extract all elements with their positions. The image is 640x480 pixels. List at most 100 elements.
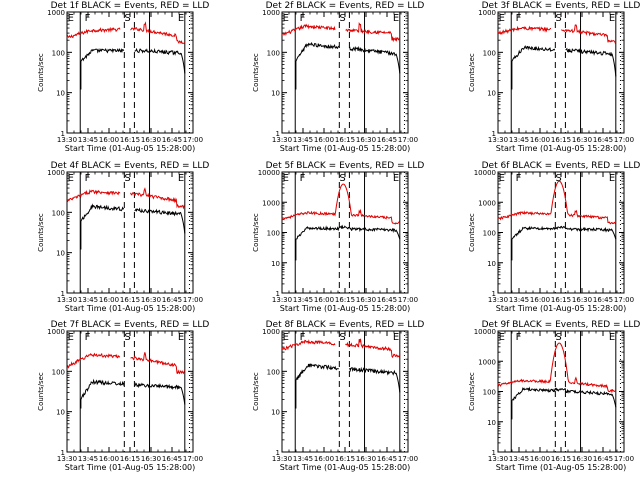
x-tick-label: 13:45: [509, 455, 529, 463]
y-axis-label: Counts/sec: [37, 213, 45, 252]
detector-panel-8: Det 8f BLACK = Events, RED = LLD 1 10 100 10…: [252, 320, 424, 472]
y-tick-label: 10: [271, 409, 280, 417]
time-marker-label: E: [68, 13, 74, 24]
time-marker-label: E: [393, 332, 399, 343]
time-marker-label: S: [555, 173, 561, 184]
x-tick-label: 16:45: [162, 296, 182, 304]
x-tick-label: 16:15: [335, 136, 355, 144]
y-tick-label: 100: [483, 389, 496, 397]
x-tick-label: 16:45: [377, 455, 397, 463]
lld-series-line: [66, 187, 186, 210]
time-marker-label: E: [68, 332, 74, 343]
y-axis-label: Counts/sec: [252, 372, 260, 411]
x-tick-label: 16:00: [530, 296, 550, 304]
panel-title: Det 1f BLACK = Events, RED = LLD: [51, 1, 210, 11]
y-tick-label: 100: [52, 368, 65, 376]
y-tick-label: 1000: [478, 9, 496, 17]
y-tick-label: 100: [52, 209, 65, 217]
y-tick-label: 1: [492, 290, 496, 298]
time-marker-label: E: [393, 173, 399, 184]
time-marker-label: F: [516, 173, 522, 184]
x-tick-label: 16:15: [120, 296, 140, 304]
plot-frame: [281, 171, 409, 294]
x-tick-label: 13:45: [78, 296, 98, 304]
events-series-line: [295, 224, 401, 261]
time-marker-label: E: [499, 13, 505, 24]
y-tick-label: 1: [61, 290, 65, 298]
x-tick-label: 16:15: [335, 455, 355, 463]
detector-panel-4: Det 4f BLACK = Events, RED = LLD 1 10 100 10…: [37, 161, 209, 313]
detector-panel-1: Det 1f BLACK = Events, RED = LLD 1 10 100 10…: [37, 1, 209, 153]
y-axis-label: Counts/sec: [252, 213, 260, 252]
panel-title: Det 7f BLACK = Events, RED = LLD: [51, 320, 210, 330]
x-tick-label: 13:45: [293, 455, 313, 463]
plot-frame: [66, 11, 194, 134]
x-tick-label: 17:00: [183, 296, 203, 304]
x-tick-label: 16:00: [314, 455, 334, 463]
lld-series-line: [497, 24, 617, 44]
y-tick-label: 100: [267, 230, 280, 238]
time-marker-label: S: [124, 332, 130, 343]
x-tick-label: 17:00: [614, 455, 634, 463]
x-tick-label: 13:30: [57, 296, 77, 304]
y-tick-label: 1: [492, 449, 496, 457]
x-tick-label: 13:45: [509, 296, 529, 304]
x-tick-label: 16:00: [99, 455, 119, 463]
y-tick-label: 1000: [47, 328, 65, 336]
x-tick-label: 16:00: [314, 296, 334, 304]
time-marker-label: S: [555, 13, 561, 24]
events-series-line: [295, 41, 401, 90]
x-tick-label: 13:30: [272, 136, 292, 144]
time-marker-label: F: [85, 13, 91, 24]
detector-panel-2: Det 2f BLACK = Events, RED = LLD 1 10 100 10…: [252, 1, 424, 153]
detector-panel-3: Det 3f BLACK = Events, RED = LLD 1 10 100 10…: [468, 1, 640, 153]
y-tick-label: 1000: [262, 199, 280, 207]
x-tick-label: 16:15: [551, 136, 571, 144]
x-axis-label: Start Time (01-Aug-05 15:28:00): [280, 144, 411, 153]
y-tick-label: 10: [487, 419, 496, 427]
y-axis-label: Counts/sec: [468, 372, 476, 411]
y-tick-label: 100: [483, 230, 496, 238]
y-tick-label: 100: [267, 368, 280, 376]
lld-series-line: [66, 21, 186, 44]
time-marker-label: E: [499, 173, 505, 184]
x-tick-label: 16:15: [335, 296, 355, 304]
time-marker-label: E: [178, 173, 184, 184]
x-tick-label: 13:30: [272, 455, 292, 463]
time-marker-label: S: [339, 173, 345, 184]
lld-series-line: [281, 338, 401, 359]
x-tick-label: 16:30: [356, 455, 376, 463]
plot-frame: [497, 330, 625, 453]
plot-frame: [66, 171, 194, 294]
y-tick-label: 1: [61, 130, 65, 138]
y-axis-label: Counts/sec: [37, 372, 45, 411]
y-tick-label: 1: [276, 449, 280, 457]
events-series-line: [511, 386, 617, 420]
lld-series-line: [497, 342, 617, 394]
x-axis-label: Start Time (01-Aug-05 15:28:00): [280, 463, 411, 472]
x-tick-label: 16:45: [377, 136, 397, 144]
y-tick-label: 100: [267, 49, 280, 57]
x-tick-label: 16:30: [356, 296, 376, 304]
x-tick-label: 17:00: [614, 296, 634, 304]
y-tick-label: 1000: [478, 358, 496, 366]
time-marker-label: F: [85, 173, 91, 184]
y-tick-label: 100: [483, 49, 496, 57]
time-marker-label: E: [178, 13, 184, 24]
lld-series-line: [281, 21, 401, 43]
x-tick-label: 13:45: [509, 136, 529, 144]
y-tick-label: 10000: [474, 328, 496, 336]
detector-panel-7: Det 7f BLACK = Events, RED = LLD 1 10 100 10…: [37, 320, 209, 472]
x-axis-label: Start Time (01-Aug-05 15:28:00): [65, 144, 196, 153]
x-tick-label: 13:45: [78, 455, 98, 463]
time-marker-label: S: [339, 13, 345, 24]
x-tick-label: 16:30: [141, 136, 161, 144]
y-tick-label: 1000: [47, 9, 65, 17]
time-marker-label: F: [300, 173, 306, 184]
x-tick-label: 16:00: [99, 296, 119, 304]
x-tick-label: 16:15: [120, 136, 140, 144]
x-axis-label: Start Time (01-Aug-05 15:28:00): [496, 144, 627, 153]
y-tick-label: 1: [492, 130, 496, 138]
x-tick-label: 16:45: [377, 296, 397, 304]
panel-title: Det 9f BLACK = Events, RED = LLD: [482, 320, 640, 330]
